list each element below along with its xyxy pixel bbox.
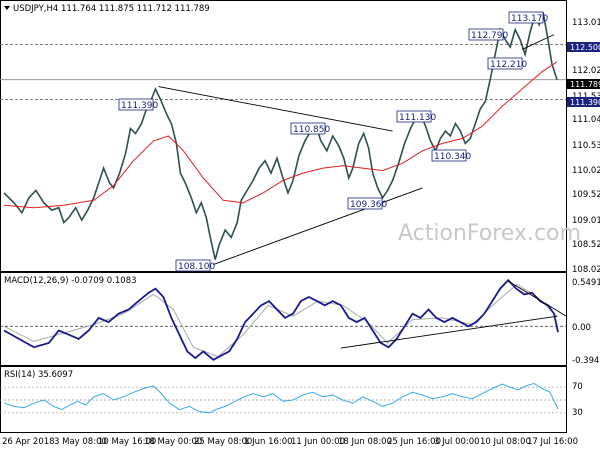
y-tick-label: 110.020: [572, 166, 600, 176]
x-tick-label: 3 Jul 00:00: [434, 437, 480, 447]
rsi-line: [3, 382, 559, 414]
rsi-y-tick: 30: [572, 408, 583, 418]
annotation-label: 111.130: [399, 113, 436, 123]
annotation-box: [290, 122, 326, 135]
x-tick-label: 18 May 00:00: [144, 437, 202, 447]
annotation-label: 108.100: [178, 262, 215, 272]
x-tick-label: 18 Jun 08:00: [338, 437, 392, 447]
annotation-box: [468, 28, 504, 41]
price-line: [3, 12, 558, 260]
price-panel-frame: [0, 0, 567, 272]
macd-panel-frame: [0, 272, 567, 366]
moving-average-line: [3, 61, 558, 209]
x-tick-label: 1 Jun 16:00: [244, 437, 293, 447]
price-levels: [0, 44, 566, 100]
macd-line: [3, 278, 559, 361]
y-tick-label: 109.010: [572, 216, 600, 226]
macd-y-tick: 0.5491: [572, 278, 600, 288]
annotation-box: [487, 57, 523, 70]
watermark: ActionForex.com: [398, 221, 581, 246]
macd-y-tick: -0.3941: [572, 356, 600, 366]
annotation-label: 111.390: [121, 101, 158, 111]
x-axis: 26 Apr 2018 3 May 08:00 10 May 16:00 18 …: [2, 437, 578, 447]
rsi-y-tick: 70: [572, 382, 583, 392]
y-tick-label: 109.525: [572, 190, 600, 200]
price-annotations: 111.390 110.850 108.100 109.360 111.130 …: [118, 11, 548, 272]
y-tick-label: 111.045: [572, 115, 600, 125]
trendline: [521, 34, 555, 50]
macd-series: [0, 278, 566, 361]
price-series: [3, 12, 558, 260]
symbol-header: USDJPY,H4 111.764 111.875 111.712 111.78…: [13, 4, 210, 14]
x-tick-label: 10 May 16:00: [98, 437, 156, 447]
x-tick-label: 3 May 08:00: [54, 437, 107, 447]
y-tick-label: 113.015: [572, 18, 600, 28]
macd-trendline: [340, 315, 558, 349]
level-flag-112500: [567, 42, 600, 52]
price-trendlines: [158, 34, 555, 266]
macd-y-tick: 0.00: [572, 323, 591, 333]
annotation-label: 112.210: [490, 60, 527, 70]
rsi-panel-frame: [0, 366, 567, 433]
x-tick-label: 26 Apr 2018: [2, 437, 55, 447]
annotation-label: 109.360: [350, 200, 387, 210]
level-flag-text: 112.500: [570, 43, 600, 52]
annotation-label: 113.170: [511, 14, 548, 24]
annotation-box: [508, 11, 544, 24]
y-tick-label: 108.025: [572, 265, 600, 275]
level-flag-text: 111.390: [570, 98, 600, 107]
annotation-box: [396, 110, 432, 123]
x-tick-label: 11 Jun 00:00: [291, 437, 345, 447]
y-tick-label: 112.025: [572, 66, 600, 76]
dropdown-arrow-icon: [4, 6, 10, 10]
x-tick-label: 17 Jul 16:00: [527, 437, 578, 447]
macd-trendline: [507, 280, 566, 317]
level-flag-text: 111.789: [570, 80, 600, 89]
annotation-box: [431, 149, 467, 162]
rsi-series: [0, 382, 566, 414]
annotation-label: 110.340: [434, 152, 471, 162]
y-tick-label: 110.530: [572, 141, 600, 151]
macd-signal-line: [3, 283, 559, 358]
annotation-box: [118, 98, 154, 111]
rsi-title: RSI(14) 35.6097: [4, 370, 73, 380]
level-flag-111390: [567, 97, 600, 107]
annotation-box: [347, 197, 383, 210]
level-flag-111789: [567, 79, 600, 89]
x-tick-label: 10 Jul 08:00: [480, 437, 531, 447]
macd-title: MACD(12,26,9) -0.0709 0.1083: [4, 276, 137, 286]
annotation-label: 112.790: [471, 31, 508, 41]
y-tick-label: 108.520: [572, 240, 600, 250]
trendline: [213, 187, 423, 266]
annotation-label: 110.850: [293, 125, 330, 135]
annotation-box: [175, 259, 211, 272]
x-tick-label: 25 Jun 16:00: [387, 437, 441, 447]
x-tick-label: 25 May 08:00: [194, 437, 252, 447]
trendline: [158, 86, 393, 132]
